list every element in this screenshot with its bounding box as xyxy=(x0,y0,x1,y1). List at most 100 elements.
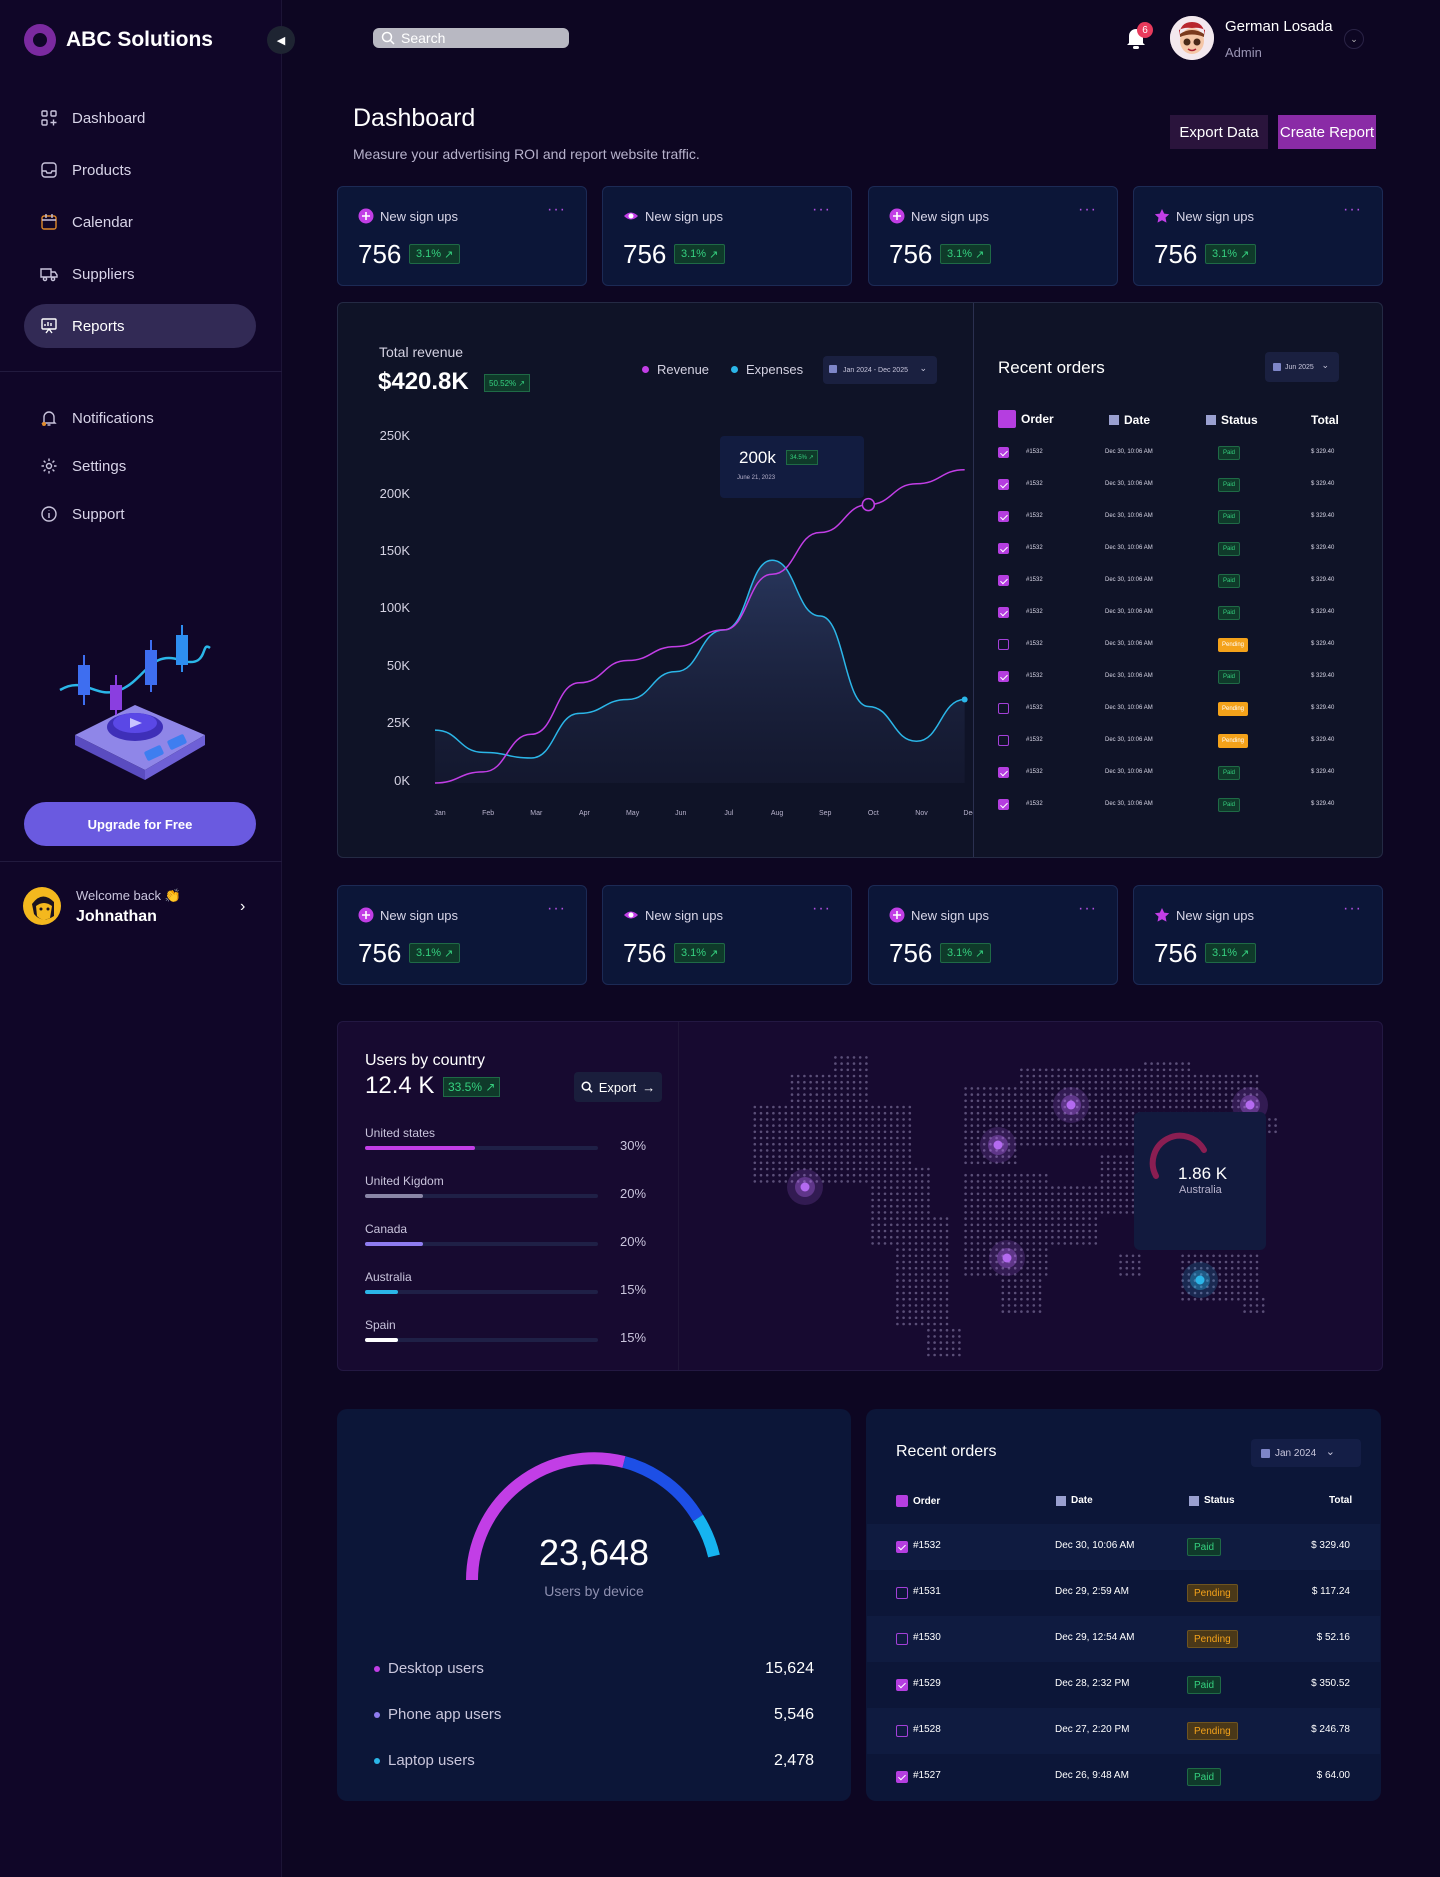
table-row[interactable]: #1532 Dec 30, 10:06 AM Paid $ 329.40 xyxy=(998,574,1338,588)
upgrade-button[interactable]: Upgrade for Free xyxy=(24,802,256,846)
select-all-checkbox[interactable] xyxy=(896,1495,908,1507)
country-row[interactable]: Canada 20% xyxy=(365,1222,665,1249)
map-marker[interactable] xyxy=(993,1140,1003,1150)
map-marker[interactable] xyxy=(1066,1100,1076,1110)
row-checkbox[interactable] xyxy=(896,1541,908,1553)
col-total[interactable]: Total xyxy=(1311,413,1339,427)
user-menu-toggle[interactable]: ⌄ xyxy=(1344,29,1364,49)
row-checkbox[interactable] xyxy=(998,575,1009,586)
sidebar-item-support[interactable]: Support xyxy=(24,492,256,536)
table-row[interactable]: #1532 Dec 30, 10:06 AM Pending $ 329.40 xyxy=(998,702,1338,716)
more-options-icon[interactable]: ··· xyxy=(1343,201,1362,218)
country-row[interactable]: Australia 15% xyxy=(365,1270,665,1297)
search-input[interactable]: Search xyxy=(373,28,569,48)
col-date[interactable]: Date xyxy=(1109,413,1150,427)
row-checkbox[interactable] xyxy=(998,703,1009,714)
country-row[interactable]: United Kigdom 20% xyxy=(365,1174,665,1201)
row-checkbox[interactable] xyxy=(998,671,1009,682)
table-row[interactable]: #1527 Dec 26, 9:48 AM Paid $ 64.00 xyxy=(867,1754,1380,1800)
row-checkbox[interactable] xyxy=(998,767,1009,778)
table-row[interactable]: #1532 Dec 30, 10:06 AM Paid $ 329.40 xyxy=(998,670,1338,684)
col-status[interactable]: Status xyxy=(1206,413,1258,427)
more-options-icon[interactable]: ··· xyxy=(547,201,566,218)
recent-orders-date-select[interactable]: Jan 2024 ⌄ xyxy=(1251,1439,1361,1467)
more-options-icon[interactable]: ··· xyxy=(1343,900,1362,917)
col-status[interactable]: Status xyxy=(1189,1495,1235,1506)
table-row[interactable]: #1532 Dec 30, 10:06 AM Paid $ 329.40 xyxy=(867,1524,1380,1570)
table-row[interactable]: #1529 Dec 28, 2:32 PM Paid $ 350.52 xyxy=(867,1662,1380,1708)
row-checkbox[interactable] xyxy=(998,447,1009,458)
revenue-point[interactable] xyxy=(861,497,876,512)
app-logo[interactable]: ABC Solutions xyxy=(24,24,213,56)
country-row[interactable]: United states 30% xyxy=(365,1126,665,1153)
table-row[interactable]: #1530 Dec 29, 12:54 AM Pending $ 52.16 xyxy=(867,1616,1380,1662)
sidebar-item-calendar[interactable]: Calendar xyxy=(24,200,256,244)
table-row[interactable]: #1532 Dec 30, 10:06 AM Paid $ 329.40 xyxy=(998,606,1338,620)
stat-card[interactable]: New sign ups ··· 756 3.1% ↗ xyxy=(337,885,587,985)
table-row[interactable]: #1532 Dec 30, 10:06 AM Paid $ 329.40 xyxy=(998,542,1338,556)
create-report-button[interactable]: Create Report xyxy=(1278,115,1376,149)
row-checkbox[interactable] xyxy=(896,1633,908,1645)
select-all-checkbox[interactable] xyxy=(998,410,1016,428)
sidebar-item-reports[interactable]: Reports xyxy=(24,304,256,348)
revenue-date-range-select[interactable]: Jan 2024 - Dec 2025 ⌄ xyxy=(823,356,937,384)
country-row[interactable]: Spain 15% xyxy=(365,1318,665,1345)
map-marker[interactable] xyxy=(800,1182,810,1192)
country-export-button[interactable]: Export → xyxy=(574,1072,662,1102)
more-options-icon[interactable]: ··· xyxy=(812,900,831,917)
row-checkbox[interactable] xyxy=(998,639,1009,650)
table-row[interactable]: #1532 Dec 30, 10:06 AM Paid $ 329.40 xyxy=(998,510,1338,524)
row-checkbox[interactable] xyxy=(998,799,1009,810)
sidebar-collapse-button[interactable]: ◀ xyxy=(267,26,295,54)
col-order[interactable]: Order xyxy=(998,410,1054,428)
col-total[interactable]: Total xyxy=(1329,1495,1352,1506)
table-row[interactable]: #1528 Dec 27, 2:20 PM Pending $ 246.78 xyxy=(867,1708,1380,1754)
table-row[interactable]: #1532 Dec 30, 10:06 AM Paid $ 329.40 xyxy=(998,478,1338,492)
export-data-button[interactable]: Export Data xyxy=(1170,115,1268,149)
row-checkbox[interactable] xyxy=(998,479,1009,490)
col-date[interactable]: Date xyxy=(1056,1495,1093,1506)
legend-revenue[interactable]: Revenue xyxy=(642,362,709,377)
more-options-icon[interactable]: ··· xyxy=(1078,201,1097,218)
stat-card[interactable]: New sign ups ··· 756 3.1% ↗ xyxy=(1133,186,1383,286)
row-checkbox[interactable] xyxy=(896,1771,908,1783)
row-checkbox[interactable] xyxy=(896,1725,908,1737)
col-order[interactable]: Order xyxy=(896,1495,940,1507)
sidebar-item-suppliers[interactable]: Suppliers xyxy=(24,252,256,296)
map-marker[interactable] xyxy=(1245,1100,1255,1110)
stat-card[interactable]: New sign ups ··· 756 3.1% ↗ xyxy=(868,885,1118,985)
stat-card[interactable]: New sign ups ··· 756 3.1% ↗ xyxy=(602,885,852,985)
row-checkbox[interactable] xyxy=(896,1587,908,1599)
table-row[interactable]: #1532 Dec 30, 10:06 AM Paid $ 329.40 xyxy=(998,766,1338,780)
more-options-icon[interactable]: ··· xyxy=(547,900,566,917)
table-row[interactable]: #1531 Dec 29, 2:59 AM Pending $ 117.24 xyxy=(867,1570,1380,1616)
table-row[interactable]: #1532 Dec 30, 10:06 AM Paid $ 329.40 xyxy=(998,798,1338,812)
table-row[interactable]: #1532 Dec 30, 10:06 AM Paid $ 329.40 xyxy=(998,446,1338,460)
sidebar-item-settings[interactable]: Settings xyxy=(24,444,256,488)
map-marker[interactable] xyxy=(1195,1275,1205,1285)
row-checkbox[interactable] xyxy=(998,607,1009,618)
user-avatar[interactable] xyxy=(1170,16,1214,60)
sidebar-item-products[interactable]: Products xyxy=(24,148,256,192)
device-gauge[interactable] xyxy=(464,1452,724,1592)
stat-card[interactable]: New sign ups ··· 756 3.1% ↗ xyxy=(602,186,852,286)
chevron-right-icon[interactable]: › xyxy=(240,898,246,915)
recent-orders-date-select[interactable]: Jun 2025 ⌄ xyxy=(1265,352,1339,382)
expenses-point[interactable] xyxy=(961,696,968,703)
stat-card[interactable]: New sign ups ··· 756 3.1% ↗ xyxy=(337,186,587,286)
row-checkbox[interactable] xyxy=(998,511,1009,522)
more-options-icon[interactable]: ··· xyxy=(1078,900,1097,917)
row-checkbox[interactable] xyxy=(998,735,1009,746)
map-marker[interactable] xyxy=(1002,1253,1012,1263)
stat-card[interactable]: New sign ups ··· 756 3.1% ↗ xyxy=(868,186,1118,286)
sidebar-item-dashboard[interactable]: Dashboard xyxy=(24,96,256,140)
table-row[interactable]: #1532 Dec 30, 10:06 AM Pending $ 329.40 xyxy=(998,734,1338,748)
row-checkbox[interactable] xyxy=(998,543,1009,554)
table-row[interactable]: #1532 Dec 30, 10:06 AM Pending $ 329.40 xyxy=(998,638,1338,652)
sidebar-item-notifications[interactable]: Notifications xyxy=(24,396,256,440)
world-dot-map[interactable] xyxy=(720,1035,1300,1360)
legend-expenses[interactable]: Expenses xyxy=(731,362,803,377)
welcome-user[interactable]: Welcome back 👏 Johnathan › xyxy=(22,886,258,928)
stat-card[interactable]: New sign ups ··· 756 3.1% ↗ xyxy=(1133,885,1383,985)
